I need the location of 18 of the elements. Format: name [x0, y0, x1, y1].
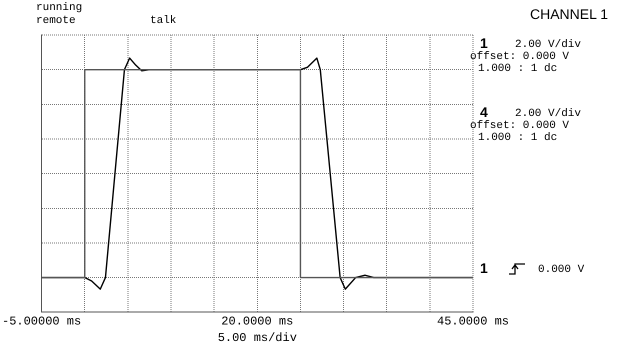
text: 1.000 : 1 dc — [478, 63, 558, 75]
x-axis-title: 5.00 ms/div — [218, 330, 297, 345]
annotation: offset: 0.000 V — [470, 120, 570, 132]
text: 1.000 : 1 dc — [478, 132, 558, 144]
text: 2.00 V/div — [515, 108, 582, 120]
x-tick-label: -5.00000 ms — [2, 314, 82, 329]
text: talk — [150, 15, 176, 27]
text: 0.000 V — [538, 264, 584, 276]
text: 1 — [480, 35, 488, 51]
annotation: offset: 0.000 V — [470, 51, 570, 63]
text: 4 — [480, 104, 488, 120]
x-tick-label: 45.0000 ms — [436, 314, 510, 329]
text: remote — [36, 15, 76, 27]
text: CHANNEL 1 — [530, 6, 608, 22]
x-tick-label: 20.0000 ms — [221, 314, 294, 329]
text: 2.00 V/div — [515, 39, 582, 51]
text: 1 — [480, 260, 488, 276]
text: running — [36, 2, 82, 14]
